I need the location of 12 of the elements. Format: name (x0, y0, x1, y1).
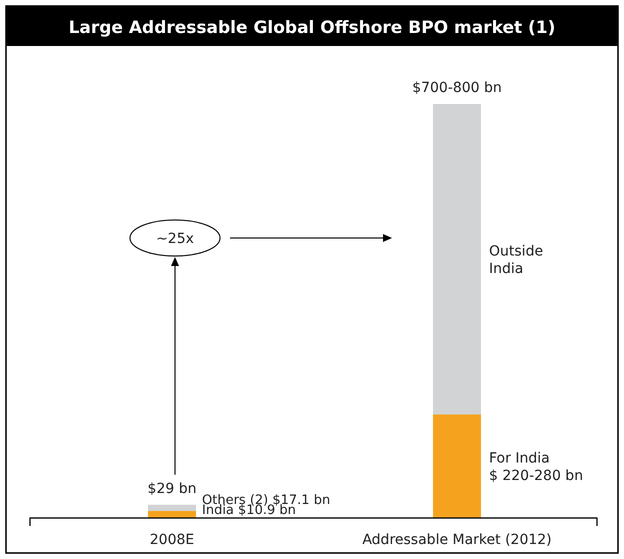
chart-title: Large Addressable Global Offshore BPO market (1) (68, 18, 556, 38)
annotation: For India $ 220-280 bn (489, 450, 584, 484)
annotation: $700-800 bn (412, 80, 502, 96)
bar (148, 504, 196, 511)
bar (433, 104, 481, 414)
annotation: Outside India (489, 244, 544, 277)
x-tick-label: Addressable Market (2012) (362, 532, 552, 548)
x-tick-label: 2008E (150, 532, 194, 548)
bar (148, 510, 196, 518)
annotation: ~25x (156, 231, 194, 247)
annotation: $29 bn (148, 480, 196, 497)
bar (433, 414, 481, 518)
